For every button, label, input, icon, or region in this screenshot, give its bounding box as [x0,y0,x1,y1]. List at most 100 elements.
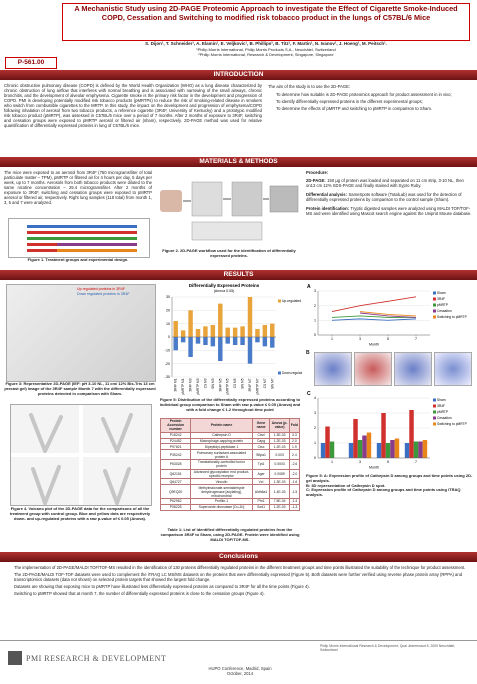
x-tick-label: SW M7 [270,378,274,389]
panel-label: B [306,350,310,356]
bar [232,327,238,337]
conclusion: The implementation of 2D-PAGE/MALDI TOF/… [14,565,472,570]
legend-label: Sham [437,291,446,295]
x-tick-label: 3R4F M3 [189,378,193,391]
volcano-panel [11,405,79,453]
bar [270,323,275,337]
procedure: Procedure: 2D-PAGE: 150 µg of protein was… [306,170,472,265]
table-cell: Macrophage-capping protein [190,437,253,445]
bar-chart: C 0 1 2 3 4 Month 1 3 5 7 Sham 3R4F pMRTP Cessation Swi… [307,391,468,470]
bar [240,337,245,345]
bar [381,413,386,458]
design-bar [27,225,137,228]
x-tick-label: pMRTP M3 [196,378,200,394]
table-row: Q62151 Advanced glycosylation end product… [160,468,300,480]
line-chart: A 0 1 2 3 Month 1 3 5 7 Sham 3R4F pMRTP Cessation Swit… [307,284,468,347]
table-cell: P24452 [160,437,192,445]
figure3-caption: Figure 3: Representative 2D-PAGE (IEF: p… [4,382,156,396]
bar [232,337,238,345]
y-tick-label: 20 [166,309,170,313]
procedure-label: 2D-PAGE: [306,178,326,183]
table-cell: 0.0003 [269,458,290,470]
table-row: P18242 Cathepsin D Ctsd 1.3E-03 3.3 [160,431,300,439]
table-header: Protein Accession number Protein name Gene… [160,418,300,433]
legend-swatch [433,309,436,313]
table-cell: 3.3 [288,431,300,439]
procedure-title: Procedure: [306,170,329,175]
legend-label: Down-regulated [282,371,302,375]
figure4-caption: Figure 4. Volcano plot of the 2D-PAGE da… [9,507,151,521]
x-tick-label: SW M3 [211,378,215,389]
table-cell: 2.4 [288,449,300,460]
volcano-panel [83,405,151,453]
legend-swatch [433,422,436,426]
authors: S. Dijon¹, T. Schneider¹, A. Elamin¹, E.… [145,41,387,46]
series-line [359,311,417,317]
column-header: Protein name [190,418,253,433]
logo [8,651,22,665]
bar [210,337,216,347]
conclusion: Switching to pMRTP showed that at month … [14,591,472,596]
x-tick-label: pMRTP M1 [181,378,185,394]
section-bar: MATERIALS & METHODS [0,157,477,167]
address: Philip Morris International Research & D… [320,644,456,652]
bar [320,443,326,458]
x-tick-label: 3R4F M1 [174,378,178,391]
design-bar [27,237,137,240]
table-cell: P35242 [160,449,192,460]
table-row: P35242 Pulmonary surfactant-associated pr… [160,449,300,460]
volcano-plot [11,405,151,505]
x-tick-label: 7 [415,460,417,464]
arrow [183,198,269,202]
table-row: P62962 Profilin-1 Pfn1 7.5E-04 -1.4 [160,498,300,505]
bar [270,337,275,348]
brand: PMI RESEARCH & DEVELOPMENT [26,654,167,663]
procedure-label: Protein identification: [306,206,350,211]
table-cell: Aldh6a1 [251,484,271,500]
legend-label: Cessation [437,309,452,313]
footer: PMI RESEARCH & DEVELOPMENT Philip Morris… [0,640,477,684]
workflow-diagram [160,181,299,241]
table-row: Q9EQ20 Methylmalonate-semialdehyde dehydr… [160,484,300,500]
procedure-item: 2D-PAGE: 150 µg of protein was loaded and… [306,178,472,188]
section-bar: Conclusions [0,552,477,562]
design-bar [27,243,57,246]
x-tick-label: 3 [359,337,361,341]
y-tick-label: 2 [314,304,316,308]
table-cell: Methylmalonate-semialdehyde dehydrogenas… [190,484,253,500]
aim-point: To determine how suitable is 2D-PAGE pro… [276,92,472,97]
table-cell: P08228 [160,503,192,511]
legend-label: Cessation [437,416,452,420]
bar [173,337,178,351]
aim-point: To identify differentially expressed pro… [276,99,472,104]
bar [262,325,268,337]
y-tick-label: 10 [166,322,170,326]
legend-label: Switching to pMRTP [437,422,468,426]
affiliations: ¹Philip Morris International, Philip Mor… [62,48,470,58]
gel-image: Up regulated proteins in 3R4F Down regul… [6,284,156,382]
bar [255,337,260,343]
gel-icon [191,181,223,217]
x-tick-label: 5 [387,460,389,464]
y-tick-label: 4 [314,396,316,400]
table-cell: 1.4E-03 [269,484,290,500]
x-tick-label: 7 [415,337,417,341]
table-cell: Profilin-1 [190,498,253,505]
spot-3d [314,352,352,386]
bar [418,441,423,458]
x-tick-label: 3R4F M5 [218,378,222,391]
figure1-image [8,218,150,258]
legend-label: Up-regulated [282,299,301,303]
y-tick-label: 2 [314,426,316,430]
legend-swatch [278,371,281,375]
methods-text: The mice were exposed to an aerosol from… [4,170,152,205]
bar [240,326,245,337]
table-cell: Cathepsin D [190,431,253,439]
legend-swatch [433,297,436,301]
table-cell: -1.5 [288,484,300,500]
conference-date: October, 2014 [226,671,254,676]
image-analysis-icon [191,221,263,241]
section-bar: RESULTS [0,270,477,280]
panel-label: A [307,284,311,290]
design-diagram [27,225,137,252]
